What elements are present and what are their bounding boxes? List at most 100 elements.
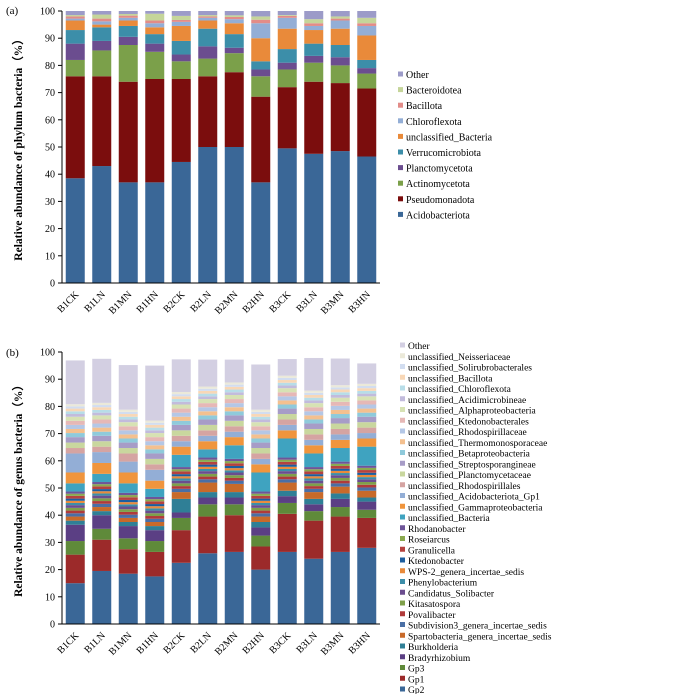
legend-swatch-unclassified_Ktedonobacterales (400, 417, 405, 423)
bar-segment-B1MN-Spartobacteria_genera_incertae_sedis (118, 517, 138, 522)
bar-segment-B1HN-unclassified_Ktedonobacterales (145, 437, 165, 442)
bar-segment-B2LN-Roseiarcus (198, 459, 218, 462)
bar-segment-B1CK-Planctomycetota (65, 43, 85, 60)
y-tick-label: 20 (45, 565, 55, 576)
bar-segment-B2MN-unclassified_Alphaproteobacteria (224, 394, 244, 400)
bar-segment-B3MN-Gp3 (330, 507, 350, 517)
bar-segment-B3HN-Subdivision3_genera_incertae_sedis (357, 487, 377, 491)
bar-segment-B2HN-Kitasatospora (251, 507, 271, 511)
bar-segment-B3HN-Kitasatospora (357, 482, 377, 485)
bar-segment-B1LN-unclassified_Gammaproteobacteria (92, 462, 112, 474)
legend-swatch-unclassified_Thermomonosporaceae (400, 439, 405, 445)
y-tick-label: 60 (45, 456, 55, 467)
bar-segment-B3MN-Bacillota (330, 18, 350, 21)
legend-swatch-Kitasatospora (400, 600, 405, 606)
bar-segment-B3LN-unclassified_Alphaproteobacteria (304, 403, 324, 408)
bar-segment-B1HN-Bacteroidotea (145, 13, 165, 21)
bar-segment-B2CK-unclassified_Bacteria (171, 25, 191, 41)
bar-segment-B3CK-Povalibacter (277, 476, 297, 480)
bar-segment-B2HN-Gp3 (251, 535, 271, 547)
legend-entry-Burkholderia: Burkholderia (408, 643, 459, 653)
bar-segment-B2CK-Rhodanobacter (171, 467, 191, 470)
bar-segment-B1CK-Chloroflexota (65, 18, 85, 21)
bar-segment-B2CK-unclassified_Ktedonobacterales (171, 408, 191, 413)
bar-segment-B2CK-unclassified_Solirubrobacterales (171, 394, 191, 397)
bar-segment-B1MN-Roseiarcus (118, 495, 138, 498)
bar-segment-B3MN-Spartobacteria_genera_incertae_sedis (330, 486, 350, 494)
bar-segment-B2HN-unclassified_Alphaproteobacteria (251, 422, 271, 427)
bar-segment-B1MN-unclassified_Ktedonobacterales (118, 426, 138, 431)
bar-segment-B3MN-Gp1 (330, 516, 350, 552)
bar-segment-B3LN-Phenylobacterium (304, 478, 324, 481)
legend-swatch-Gp3 (400, 665, 405, 670)
bar-segment-B1LN-unclassified_Streptosporangineae (92, 435, 112, 442)
bar-segment-B1HN-Bacillota (145, 20, 165, 24)
bar-segment-B1MN-Pseudomonadota (118, 81, 138, 183)
bar-segment-B3MN-Pseudomonadota (330, 83, 350, 152)
bar-segment-B1CK-unclassified_Thermomonosporaceae (65, 428, 85, 434)
bar-segment-B3LN-unclassified_Betaproteobacteria (304, 419, 324, 424)
bar-segment-B1MN-unclassified_Thermomonosporaceae (118, 434, 138, 439)
bar-segment-B2CK-Kitasatospora (171, 483, 191, 487)
legend-swatch-Roseiarcus (400, 536, 405, 541)
bar-segment-B3MN-unclassified_Betaproteobacteria (330, 414, 350, 419)
bar-segment-B3CK-Granulicella (277, 461, 297, 465)
bar-segment-B2MN-Kitasatospora (224, 475, 244, 478)
bar-segment-B3HN-Planctomycetota (357, 68, 377, 74)
y-tick-label: 90 (45, 34, 55, 45)
bar-segment-B1HN-unclassified_Bacteria (145, 27, 165, 35)
bar-segment-B2MN-Other (224, 359, 244, 383)
bar-segment-B1LN-Bacillota (92, 18, 112, 22)
bar-segment-B2LN-Candidatus_Solibacter (198, 471, 218, 474)
bar-segment-B1CK-Actinomycetota (65, 59, 85, 77)
legend-entry-unclassified_Solirubrobacterales: unclassified_Solirubrobacterales (408, 363, 532, 374)
bar-segment-B1HN-Rhodanobacter (145, 496, 165, 500)
bar-segment-B3MN-unclassified_Solirubrobacterales (330, 387, 350, 390)
bar-segment-B2MN-Chloroflexota (224, 19, 244, 24)
bar-segment-B2CK-Gp2 (171, 562, 191, 624)
bar-segment-B3LN-Pseudomonadota (304, 81, 324, 154)
bar-segment-B1MN-unclassified_Bacteria (118, 483, 138, 493)
bar-segment-B3CK-Rhodanobacter (277, 457, 297, 460)
legend-swatch-Acidobacteriota (398, 211, 403, 217)
bar-segment-B2HN-unclassified_Rhodospirillales (251, 453, 271, 459)
y-tick-label: 0 (50, 279, 55, 290)
bar-segment-B3HN-Gp1 (357, 517, 377, 548)
legend-swatch-unclassified_Neisseriaceae (400, 353, 405, 359)
bar-segment-B3MN-Roseiarcus (330, 463, 350, 466)
bar-segment-B2MN-Gp3 (224, 504, 244, 516)
bar-segment-B2HN-unclassified_Ktedonobacterales (251, 426, 271, 431)
panel-label: (a) (6, 5, 19, 17)
bar-segment-B3MN-Burkholderia (330, 493, 350, 499)
bar-segment-B3CK-Acidobacteriota (277, 148, 297, 283)
bar-segment-B3MN-unclassified_Bacteria (330, 448, 350, 462)
bar-segment-B1CK-Roseiarcus (65, 493, 85, 496)
bar-segment-B2MN-WPS-2_genera_incertae_sedis (224, 468, 244, 471)
bar-segment-B3CK-unclassified_Thermomonosporaceae (277, 400, 297, 405)
bar-segment-B2LN-unclassified_Gammaproteobacteria (198, 441, 218, 450)
bar-segment-B3MN-unclassified_Thermomonosporaceae (330, 409, 350, 415)
bar-segment-B2LN-unclassified_Planctomycetaceae (198, 424, 218, 431)
bar-segment-B2HN-WPS-2_genera_incertae_sedis (251, 500, 271, 503)
y-tick-label: 70 (45, 429, 55, 440)
bar-segment-B3HN-WPS-2_genera_incertae_sedis (357, 474, 377, 478)
bar-segment-B1HN-Other (145, 365, 165, 421)
bar-segment-B3LN-Actinomycetota (304, 62, 324, 82)
bar-segment-B1LN-unclassified_Planctomycetaceae (92, 441, 112, 447)
bar-segment-B2LN-Chloroflexota (198, 17, 218, 21)
bar-segment-B3MN-Rhodanobacter (330, 461, 350, 464)
bar-segment-B2MN-unclassified_Gammaproteobacteria (224, 437, 244, 446)
bar-segment-B3LN-unclassified_Bacteria (304, 30, 324, 44)
bar-segment-B3CK-Pseudomonadota (277, 87, 297, 149)
bar-segment-B3CK-unclassified_Bacillota (277, 380, 297, 383)
bar-segment-B2LN-Gp3 (198, 504, 218, 517)
bar-segment-B1LN-Roseiarcus (92, 484, 112, 487)
bar-segment-B3LN-Spartobacteria_genera_incertae_sedis (304, 492, 324, 499)
bar-segment-B3CK-Kitasatospora (277, 473, 297, 477)
x-tick-label: B2CK (162, 630, 188, 656)
legend-entry-Subdivision3_genera_incertae_sedis: Subdivision3_genera_incertae_sedis (408, 622, 547, 632)
bar-segment-B3LN-Rhodanobacter (304, 467, 324, 470)
legend-swatch-WPS-2_genera_incertae_sedis (400, 568, 405, 574)
y-tick-label: 30 (45, 538, 55, 549)
legend-entry-Pseudomonadota: Pseudomonadota (406, 195, 475, 206)
